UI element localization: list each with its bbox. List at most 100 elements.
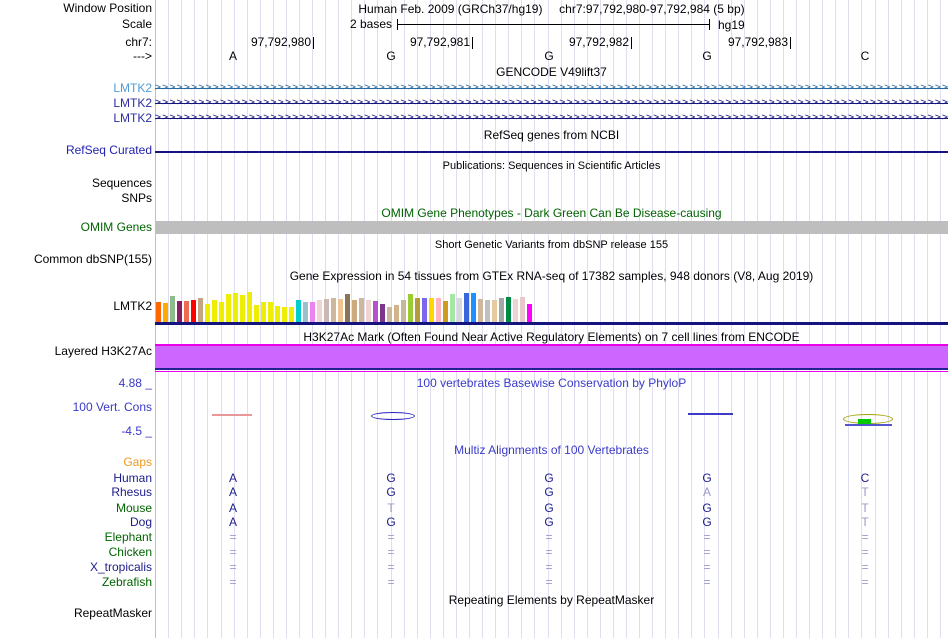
gtex-tissue-bar[interactable] bbox=[296, 300, 301, 322]
gtex-tissue-bar[interactable] bbox=[478, 299, 483, 322]
gtex-tissue-bar[interactable] bbox=[359, 298, 364, 322]
gtex-tissue-bar[interactable] bbox=[275, 306, 280, 322]
refseq-track-title[interactable]: RefSeq genes from NCBI bbox=[483, 128, 620, 142]
omim-track-title[interactable]: OMIM Gene Phenotypes - Dark Green Can Be… bbox=[381, 206, 722, 220]
gtex-tissue-bar[interactable] bbox=[520, 297, 525, 322]
multiz-species-label[interactable]: Zebrafish bbox=[101, 575, 152, 589]
gtex-tissue-bar[interactable] bbox=[457, 298, 462, 322]
gencode-track-title[interactable]: GENCODE V49lift37 bbox=[496, 65, 607, 79]
transcript-line[interactable] bbox=[155, 88, 948, 89]
gtex-tissue-bar[interactable] bbox=[170, 296, 175, 322]
gtex-tissue-bar[interactable] bbox=[499, 298, 504, 322]
gtex-tissue-bar[interactable] bbox=[345, 294, 350, 322]
gtex-tissue-bar[interactable] bbox=[450, 294, 455, 322]
h3k27ac-band-bottom[interactable] bbox=[155, 370, 948, 372]
gtex-tissue-bar[interactable] bbox=[471, 293, 476, 322]
gtex-tissue-bar[interactable] bbox=[177, 301, 182, 322]
multiz-species-label[interactable]: Rhesus bbox=[111, 485, 152, 499]
gtex-tissue-bar[interactable] bbox=[289, 307, 294, 322]
multiz-track-title[interactable]: Multiz Alignments of 100 Vertebrates bbox=[454, 443, 649, 457]
gtex-tissue-bar[interactable] bbox=[184, 301, 189, 322]
gtex-tissue-bar[interactable] bbox=[324, 299, 329, 322]
gtex-tissue-bar[interactable] bbox=[156, 302, 161, 322]
gtex-tissue-bar[interactable] bbox=[233, 293, 238, 322]
publications-snps-label[interactable]: SNPs bbox=[121, 191, 152, 205]
h3k27ac-band-top[interactable] bbox=[155, 344, 948, 346]
gtex-tissue-bar[interactable] bbox=[513, 299, 518, 322]
gtex-tissue-bar[interactable] bbox=[380, 304, 385, 322]
h3k27ac-track-title[interactable]: H3K27Ac Mark (Often Found Near Active Re… bbox=[303, 330, 800, 344]
gtex-tissue-bar[interactable] bbox=[429, 298, 434, 322]
gtex-tissue-bar[interactable] bbox=[506, 297, 511, 322]
gtex-tissue-bar[interactable] bbox=[408, 294, 413, 322]
multiz-species-label[interactable]: Gaps bbox=[123, 455, 152, 469]
gtex-tissue-bar[interactable] bbox=[422, 298, 427, 322]
grid-line bbox=[848, 0, 850, 638]
dbsnp-track-title[interactable]: Short Genetic Variants from dbSNP releas… bbox=[434, 239, 669, 251]
multiz-aligned-base: = bbox=[229, 575, 237, 589]
gtex-tissue-bar[interactable] bbox=[366, 300, 371, 322]
gtex-tissue-bar[interactable] bbox=[401, 300, 406, 322]
transcript-strand-arrows[interactable]: >>>>>>>>>>>>>>>>>>>>>>>>>>>>>>>>>>>>>>>>… bbox=[155, 82, 948, 93]
gtex-tissue-bar[interactable] bbox=[268, 302, 273, 322]
gtex-tissue-bar[interactable] bbox=[240, 295, 245, 322]
gtex-tissue-bar[interactable] bbox=[415, 298, 420, 322]
repeatmasker-track-label[interactable]: RepeatMasker bbox=[73, 606, 152, 620]
publications-track-title[interactable]: Publications: Sequences in Scientific Ar… bbox=[442, 160, 661, 172]
multiz-species-label[interactable]: Mouse bbox=[115, 501, 152, 515]
h3k27ac-band-body[interactable] bbox=[155, 346, 948, 368]
gtex-tissue-bar[interactable] bbox=[205, 304, 210, 322]
gtex-tissue-bar[interactable] bbox=[317, 300, 322, 322]
omim-genes-label[interactable]: OMIM Genes bbox=[80, 220, 152, 234]
gtex-tissue-bar[interactable] bbox=[443, 301, 448, 322]
gtex-tissue-bar[interactable] bbox=[212, 300, 217, 322]
multiz-species-label[interactable]: Dog bbox=[129, 515, 152, 529]
gtex-tissue-bar[interactable] bbox=[492, 300, 497, 322]
conservation-track-title[interactable]: 100 vertebrates Basewise Conservation by… bbox=[416, 376, 687, 390]
transcript-strand-arrows[interactable]: >>>>>>>>>>>>>>>>>>>>>>>>>>>>>>>>>>>>>>>>… bbox=[155, 112, 948, 123]
gtex-tissue-bar[interactable] bbox=[464, 293, 469, 322]
gtex-gene-label[interactable]: LMTK2 bbox=[113, 299, 152, 313]
gtex-tissue-bar[interactable] bbox=[303, 302, 308, 322]
gencode-gene-label[interactable]: LMTK2 bbox=[113, 81, 152, 95]
gtex-tissue-bar[interactable] bbox=[254, 305, 259, 322]
repeatmasker-track-title[interactable]: Repeating Elements by RepeatMasker bbox=[448, 593, 655, 607]
transcript-strand-arrows[interactable]: >>>>>>>>>>>>>>>>>>>>>>>>>>>>>>>>>>>>>>>>… bbox=[155, 97, 948, 108]
multiz-species-label[interactable]: Human bbox=[113, 471, 152, 485]
gtex-tissue-bar[interactable] bbox=[394, 305, 399, 322]
gtex-tissue-bar[interactable] bbox=[310, 302, 315, 322]
gencode-gene-label[interactable]: LMTK2 bbox=[113, 96, 152, 110]
publications-sequences-label[interactable]: Sequences bbox=[91, 176, 152, 190]
multiz-species-label[interactable]: X_tropicalis bbox=[89, 560, 152, 574]
gtex-tissue-bar[interactable] bbox=[527, 304, 532, 322]
gtex-bar-chart[interactable] bbox=[156, 283, 534, 322]
conservation-track-label[interactable]: 100 Vert. Cons bbox=[72, 400, 152, 414]
transcript-line[interactable] bbox=[155, 103, 948, 104]
gtex-tissue-bar[interactable] bbox=[282, 307, 287, 322]
transcript-line[interactable] bbox=[155, 118, 948, 119]
multiz-species-label[interactable]: Chicken bbox=[108, 545, 152, 559]
refseq-gene-line[interactable] bbox=[155, 151, 948, 153]
gtex-tissue-bar[interactable] bbox=[219, 302, 224, 322]
gencode-gene-label[interactable]: LMTK2 bbox=[113, 111, 152, 125]
gtex-track-title[interactable]: Gene Expression in 54 tissues from GTEx … bbox=[289, 269, 814, 283]
dbsnp-track-label[interactable]: Common dbSNP(155) bbox=[33, 252, 152, 266]
gtex-tissue-bar[interactable] bbox=[387, 307, 392, 322]
refseq-curated-label[interactable]: RefSeq Curated bbox=[65, 143, 152, 157]
gtex-tissue-bar[interactable] bbox=[163, 303, 168, 322]
gtex-tissue-bar[interactable] bbox=[191, 300, 196, 322]
gtex-tissue-bar[interactable] bbox=[331, 298, 336, 322]
gtex-tissue-bar[interactable] bbox=[373, 301, 378, 322]
h3k27ac-band-base[interactable] bbox=[155, 368, 948, 370]
gtex-tissue-bar[interactable] bbox=[198, 298, 203, 322]
h3k27ac-track-label[interactable]: Layered H3K27Ac bbox=[54, 344, 152, 358]
gtex-tissue-bar[interactable] bbox=[226, 294, 231, 322]
gtex-tissue-bar[interactable] bbox=[485, 300, 490, 322]
gtex-tissue-bar[interactable] bbox=[352, 300, 357, 322]
multiz-species-label[interactable]: Elephant bbox=[104, 530, 152, 544]
gtex-tissue-bar[interactable] bbox=[261, 302, 266, 322]
gtex-tissue-bar[interactable] bbox=[338, 299, 343, 322]
omim-gene-bar[interactable] bbox=[155, 221, 948, 234]
gtex-tissue-bar[interactable] bbox=[247, 292, 252, 322]
gtex-tissue-bar[interactable] bbox=[436, 298, 441, 322]
